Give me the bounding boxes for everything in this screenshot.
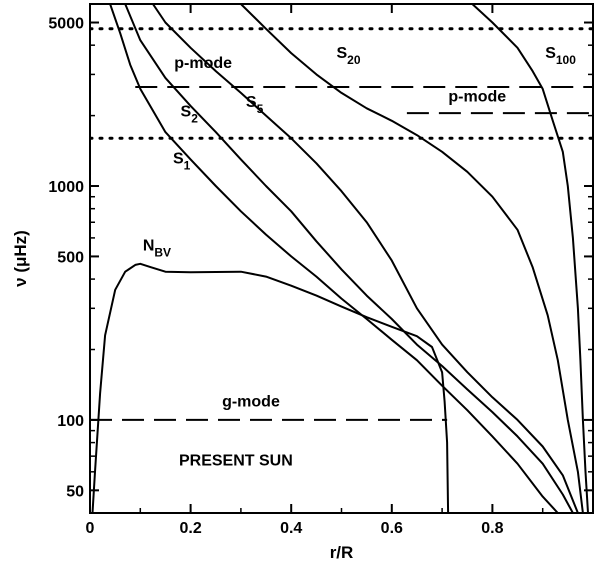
curve-label-s2: S2 [181, 104, 199, 126]
y-tick-label: 50 [66, 483, 84, 500]
curve-nbv [91, 262, 450, 513]
curve-s2 [124, 4, 574, 513]
plot-area [90, 4, 593, 513]
curve-label-s5: S5 [246, 94, 264, 116]
curve-label-subscript: 2 [191, 112, 198, 126]
curve-label-main: S [336, 45, 347, 62]
annotation-p-mode: p-mode [174, 55, 232, 72]
x-tick-label: 0 [86, 520, 95, 537]
curve-s20 [240, 4, 584, 513]
x-tick-label: 0.2 [179, 520, 201, 537]
curve-s100 [471, 4, 589, 513]
annotation-g-mode: g-mode [222, 394, 280, 411]
curve-label-main: S [173, 150, 184, 167]
curve-label-s20: S20 [336, 45, 360, 67]
y-tick-label: 1000 [48, 179, 84, 196]
curve-label-main: S [545, 45, 556, 62]
x-tick-label: 0.6 [381, 520, 403, 537]
annotation-present-sun: PRESENT SUN [179, 452, 293, 469]
annotation-p-mode: p-mode [448, 88, 506, 105]
curve-label-subscript: 1 [184, 158, 191, 172]
curve-label-nbv: NBV [143, 238, 171, 260]
curve-label-s100: S100 [545, 45, 576, 67]
y-axis-label: ν (μHz) [11, 230, 30, 287]
curve-label-s1: S1 [173, 150, 191, 172]
curve-label-main: N [143, 238, 155, 255]
curve-label-main: S [181, 104, 192, 121]
x-tick-label: 0.4 [280, 520, 302, 537]
curve-label-subscript: 100 [556, 53, 576, 67]
curve-s1 [109, 4, 559, 513]
y-tick-label: 100 [57, 413, 84, 430]
axis-labels: 0 0.2 0.4 0.6 0.8 50 100 500 1000 5000 r/R ν (μHz) p… [11, 16, 576, 562]
curve-label-subscript: BV [154, 246, 171, 260]
curve-label-subscript: 20 [347, 53, 361, 67]
y-tick-label: 5000 [48, 16, 84, 33]
x-axis-label: r/R [330, 543, 354, 562]
curve-s5 [152, 4, 579, 513]
y-tick-label: 500 [57, 249, 84, 266]
x-tick-label: 0.8 [481, 520, 503, 537]
curve-label-subscript: 5 [257, 102, 264, 116]
plot-inner [90, 4, 593, 513]
curve-label-main: S [246, 94, 257, 111]
axis-ticks [89, 4, 593, 513]
